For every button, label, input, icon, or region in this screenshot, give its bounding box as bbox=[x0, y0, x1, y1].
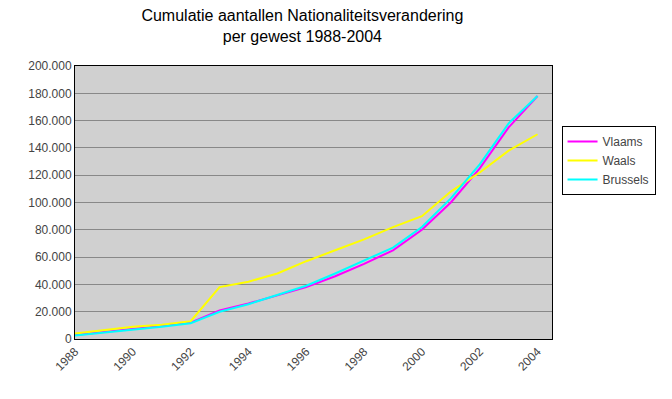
svg-text:120.000: 120.000 bbox=[28, 168, 72, 182]
svg-text:60.000: 60.000 bbox=[35, 250, 72, 264]
svg-text:1990: 1990 bbox=[110, 345, 139, 374]
svg-text:1988: 1988 bbox=[53, 345, 82, 374]
svg-text:160.000: 160.000 bbox=[28, 114, 72, 128]
svg-text:1996: 1996 bbox=[284, 345, 313, 374]
svg-text:2004: 2004 bbox=[515, 345, 544, 374]
svg-text:0: 0 bbox=[65, 332, 72, 346]
svg-text:40.000: 40.000 bbox=[35, 278, 72, 292]
svg-text:Vlaams: Vlaams bbox=[603, 135, 643, 149]
svg-text:1994: 1994 bbox=[226, 345, 255, 374]
svg-text:Cumulatie aantallen Nationalit: Cumulatie aantallen Nationaliteitsverand… bbox=[141, 7, 463, 45]
svg-text:2002: 2002 bbox=[457, 345, 486, 374]
svg-text:1998: 1998 bbox=[342, 345, 371, 374]
svg-text:2000: 2000 bbox=[399, 345, 428, 374]
svg-text:80.000: 80.000 bbox=[35, 223, 72, 237]
svg-text:Waals: Waals bbox=[603, 154, 636, 168]
svg-text:180.000: 180.000 bbox=[28, 87, 72, 101]
svg-text:Brussels: Brussels bbox=[603, 173, 649, 187]
svg-text:20.000: 20.000 bbox=[35, 305, 72, 319]
svg-text:200.000: 200.000 bbox=[28, 59, 72, 73]
svg-text:100.000: 100.000 bbox=[28, 196, 72, 210]
svg-text:1992: 1992 bbox=[168, 345, 197, 374]
svg-text:140.000: 140.000 bbox=[28, 141, 72, 155]
